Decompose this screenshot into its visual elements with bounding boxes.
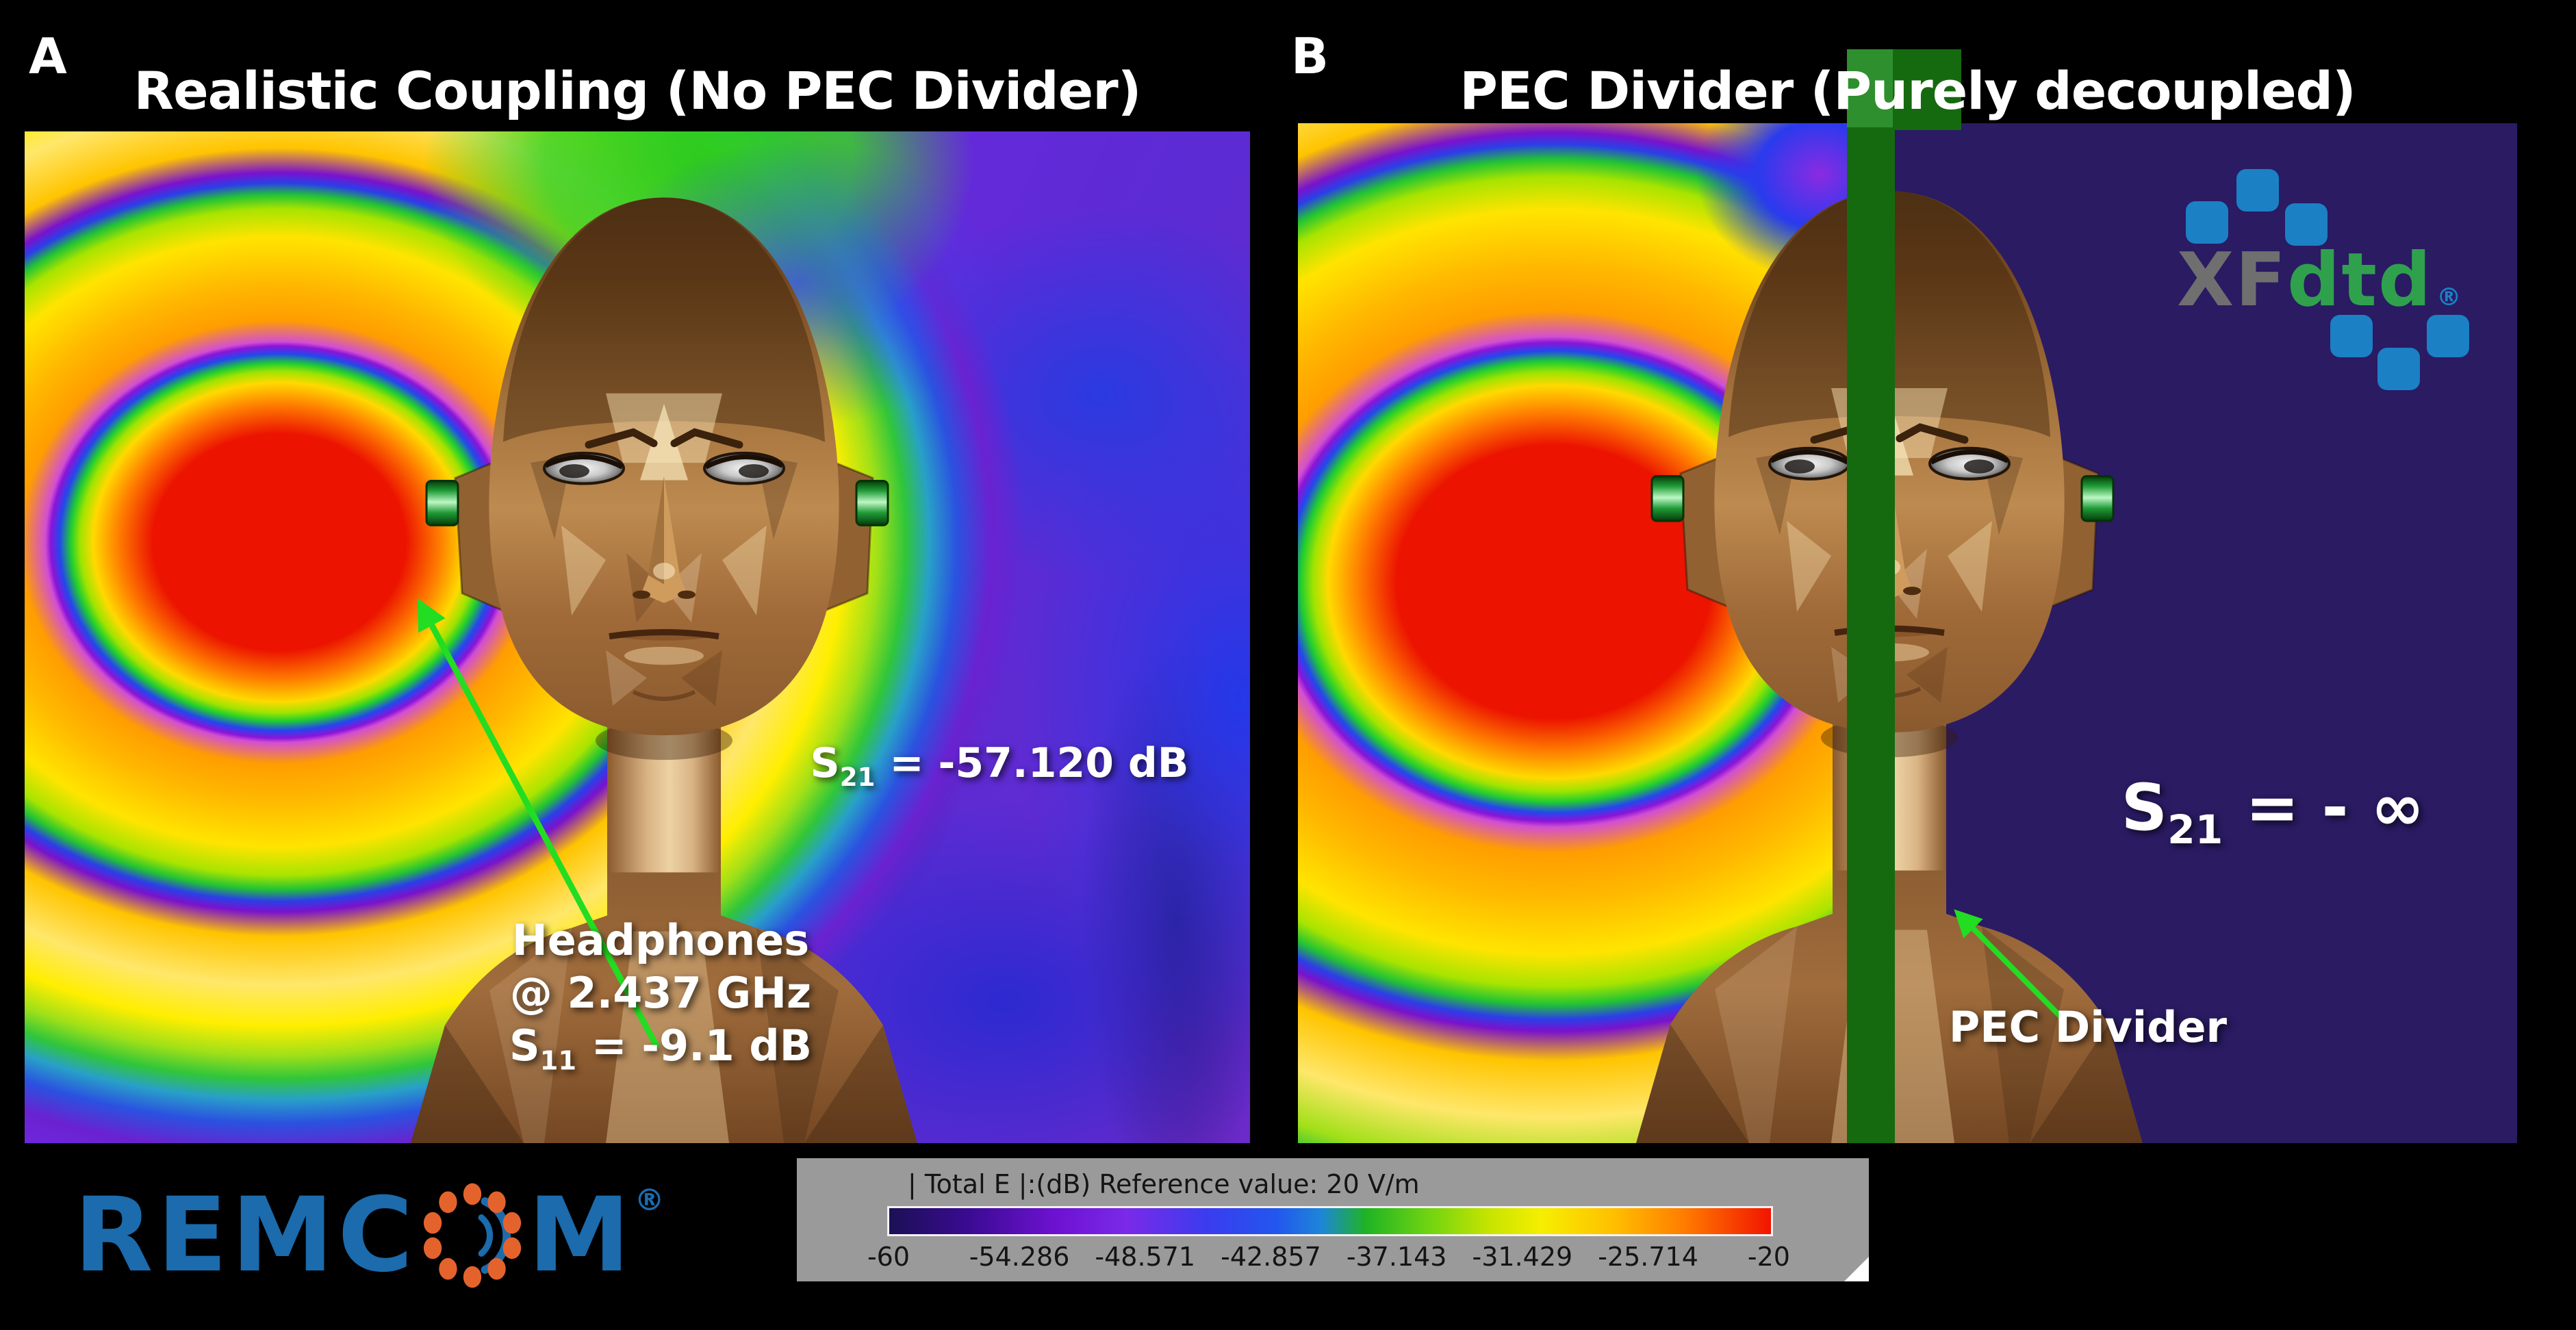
- panel-b-label: B: [1291, 27, 1329, 85]
- panel-b-s21-value: S21 = - ∞: [2067, 771, 2478, 853]
- colorbar-gradient: [887, 1206, 1773, 1236]
- s11-symbol: S: [509, 1020, 540, 1071]
- colorbar-tick: -20: [1747, 1242, 1790, 1272]
- legend-corner-triangle: [1844, 1257, 1869, 1281]
- colorbar-tick: -54.286: [969, 1242, 1070, 1272]
- s21-subscript: 21: [839, 762, 876, 792]
- s11-subscript: 11: [539, 1045, 577, 1077]
- xfdtd-square-icon: [2285, 203, 2328, 246]
- colorbar-title: | Total E |:(dB) Reference value: 20 V/m: [908, 1169, 1420, 1199]
- s21-value-text: = -57.120 dB: [875, 739, 1189, 787]
- s21-symbol: S: [810, 739, 840, 787]
- xfdtd-wordmark: XFdtd ®: [2177, 244, 2462, 318]
- remcom-logo: REMC M ®: [74, 1181, 665, 1290]
- panel-b-pec-divider-label: PEC Divider: [1948, 1002, 2228, 1052]
- colorbar-tick-labels: -60 -54.286 -48.571 -42.857 -37.143 -31.…: [843, 1242, 1814, 1272]
- s21-symbol: S: [2121, 771, 2168, 845]
- colorbar-tick: -31.429: [1472, 1242, 1573, 1272]
- xfdtd-square-icon: [2330, 315, 2373, 357]
- remcom-registered-mark: ®: [634, 1183, 665, 1218]
- xfdtd-square-icon: [2236, 169, 2279, 212]
- colorbar-tick: -48.571: [1095, 1242, 1196, 1272]
- xfdtd-text-dtd: dtd: [2287, 238, 2433, 323]
- pec-divider-bar: [1847, 127, 1895, 1143]
- panel-a-headphones-annotation: Headphones @ 2.437 GHz S11 = -9.1 dB: [438, 915, 883, 1077]
- panel-a-headphone-arrow: [417, 598, 660, 1049]
- xfdtd-logo: XFdtd ®: [2150, 159, 2519, 412]
- colorbar-tick: -37.143: [1346, 1242, 1447, 1272]
- colorbar-legend: | Total E |:(dB) Reference value: 20 V/m…: [797, 1158, 1869, 1281]
- s11-value-text: = -9.1 dB: [576, 1020, 813, 1071]
- s21-infinity-text: = - ∞: [2223, 771, 2425, 845]
- panel-b-title: PEC Divider (Purely decoupled): [1459, 60, 2356, 121]
- panel-b-pec-arrow: [1954, 909, 2063, 1019]
- xfdtd-square-icon: [2427, 315, 2469, 357]
- panel-a-title: Realistic Coupling (No PEC Divider): [133, 60, 1142, 121]
- s21-subscript: 21: [2167, 806, 2223, 853]
- annotation-line-frequency: @ 2.437 GHz: [509, 967, 812, 1018]
- pec-divider-top: [1847, 49, 1961, 130]
- annotation-line-s11: S11 = -9.1 dB: [438, 1020, 883, 1077]
- xfdtd-square-icon: [2377, 348, 2420, 390]
- remcom-text-right: M: [528, 1176, 635, 1295]
- panel-a-label: A: [29, 27, 67, 85]
- colorbar-tick: -25.714: [1598, 1242, 1698, 1272]
- remcom-o-icon: [424, 1183, 522, 1288]
- xfdtd-registered-mark: ®: [2436, 283, 2463, 311]
- xfdtd-text-xf: XF: [2177, 238, 2288, 323]
- colorbar-tick: -60: [867, 1242, 910, 1272]
- xfdtd-square-icon: [2186, 201, 2228, 244]
- remcom-text-left: REMC: [74, 1176, 418, 1295]
- colorbar-tick: -42.857: [1221, 1242, 1321, 1272]
- annotation-line-headphones: Headphones: [511, 915, 810, 965]
- panel-a-s21-value: S21 = -57.120 dB: [774, 739, 1225, 792]
